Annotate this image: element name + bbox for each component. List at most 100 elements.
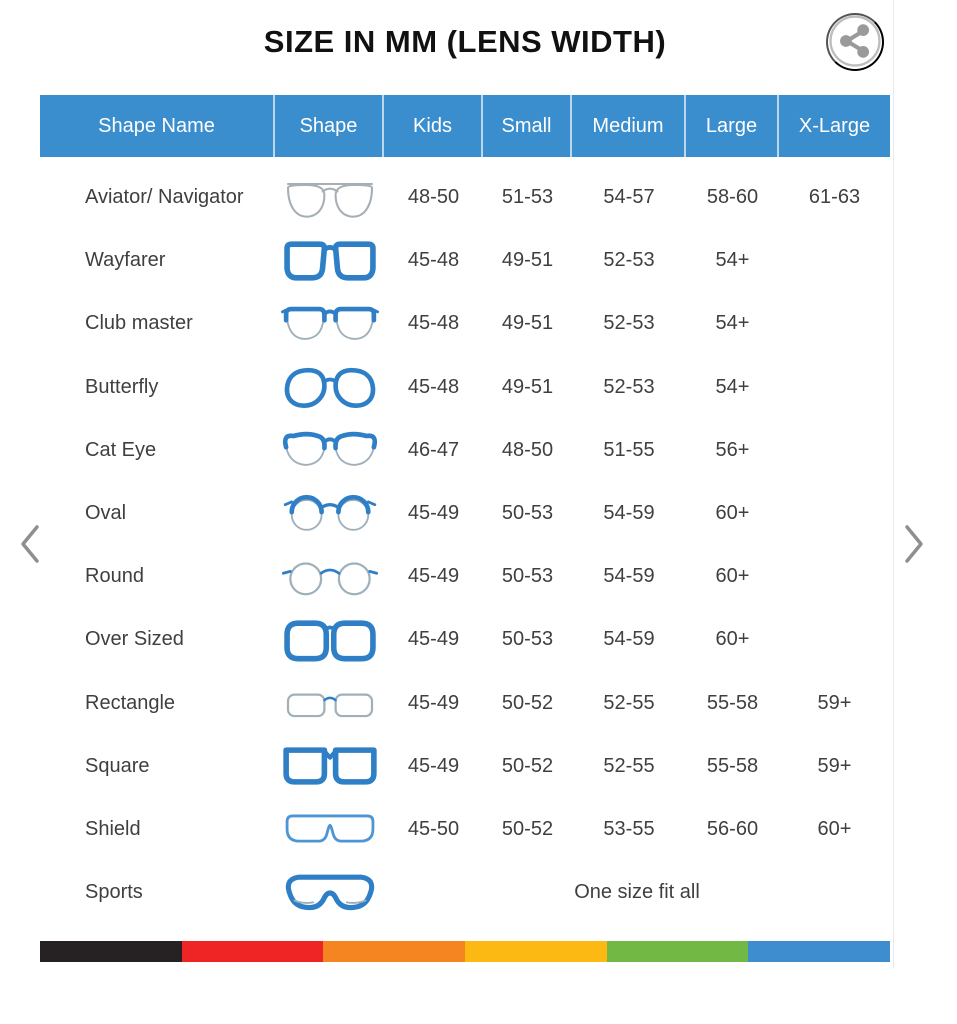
share-icon	[826, 12, 884, 73]
table-row: Round 45-49 50-53 54-59 60+	[40, 545, 890, 608]
clubmaster-glasses-icon	[275, 296, 384, 352]
cell-kids: 48-50	[407, 186, 460, 209]
butterfly-glasses-icon	[275, 359, 384, 415]
cell-large: 54+	[715, 249, 750, 272]
stripe-segment	[181, 941, 324, 962]
cell-small: 48-50	[501, 438, 554, 461]
cell-xlarge: 61-63	[808, 186, 861, 209]
cell-small: 50-53	[501, 565, 554, 588]
stripe-segment	[465, 941, 607, 962]
table-body: Aviator/ Navigator 48-50 51-53 54-57 58-…	[40, 166, 890, 924]
cell-xlarge: 59+	[817, 691, 852, 714]
oversized-glasses-icon	[275, 612, 384, 668]
stripe-segment	[748, 941, 891, 962]
cell-medium: 52-55	[603, 754, 655, 777]
cell-large: 56+	[715, 438, 750, 461]
table-row: Wayfarer 45-48 49-51 52-53 54+	[40, 229, 890, 292]
cell-small: 50-53	[501, 628, 554, 651]
cell-small: 50-52	[501, 754, 554, 777]
row-label: Wayfarer	[85, 249, 166, 272]
stripe-segment	[323, 941, 466, 962]
row-label: Club master	[85, 312, 193, 335]
cell-medium: 54-57	[603, 186, 655, 209]
stripe-segment	[40, 941, 182, 962]
cell-medium: 54-59	[603, 565, 655, 588]
cell-xlarge: 60+	[817, 817, 852, 840]
table-row: Aviator/ Navigator 48-50 51-53 54-57 58-…	[40, 166, 890, 229]
header-small: Small	[483, 95, 572, 157]
header-large: Large	[686, 95, 779, 157]
cell-small: 49-51	[501, 312, 554, 335]
table-row: Oval 45-49 50-53 54-59 60+	[40, 482, 890, 545]
shield-glasses-icon	[275, 801, 384, 857]
table-row: Over Sized 45-49 50-53 54-59 60+	[40, 608, 890, 671]
one-size-note: One size fit all	[574, 881, 700, 904]
cell-small: 50-52	[501, 817, 554, 840]
row-label: Square	[85, 754, 150, 777]
sports-glasses-icon	[275, 865, 384, 921]
cell-large: 55-58	[706, 691, 759, 714]
header-kids: Kids	[384, 95, 483, 157]
row-label: Aviator/ Navigator	[85, 186, 244, 209]
cell-kids: 45-50	[407, 817, 460, 840]
share-button[interactable]	[826, 13, 884, 71]
rectangle-glasses-icon	[275, 675, 384, 731]
table-row: Club master 45-48 49-51 52-53 54+	[40, 292, 890, 355]
cell-kids: 45-49	[407, 502, 460, 525]
table-row: Rectangle 45-49 50-52 52-55 55-58 59+	[40, 672, 890, 735]
next-image-button[interactable]	[896, 519, 932, 571]
cell-kids: 45-49	[407, 565, 460, 588]
cateye-glasses-icon	[275, 422, 384, 478]
cell-small: 50-52	[501, 691, 554, 714]
row-label: Oval	[85, 502, 127, 525]
row-label: Sports	[85, 881, 143, 904]
square-glasses-icon	[275, 738, 384, 794]
round-glasses-icon	[275, 549, 384, 605]
row-label: Over Sized	[85, 628, 184, 651]
cell-large: 54+	[715, 312, 750, 335]
table-header: Shape Name Shape Kids Small Medium Large…	[40, 95, 890, 157]
table-row: Cat Eye 46-47 48-50 51-55 56+	[40, 419, 890, 482]
cell-medium: 54-59	[603, 628, 655, 651]
row-label: Shield	[85, 817, 141, 840]
row-label: Butterfly	[85, 375, 159, 398]
header-medium: Medium	[572, 95, 686, 157]
cell-medium: 53-55	[603, 817, 655, 840]
aviator-glasses-icon	[275, 170, 384, 226]
cell-kids: 46-47	[407, 438, 460, 461]
chevron-right-icon	[899, 525, 929, 572]
cell-kids: 45-48	[407, 375, 460, 398]
table-row: Square 45-49 50-52 52-55 55-58 59+	[40, 735, 890, 798]
previous-image-button[interactable]	[12, 519, 48, 571]
cell-medium: 52-53	[603, 375, 655, 398]
cell-small: 49-51	[501, 375, 554, 398]
row-label: Cat Eye	[85, 438, 157, 461]
cell-medium: 51-55	[603, 438, 655, 461]
oval-glasses-icon	[275, 486, 384, 542]
cell-kids: 45-49	[407, 628, 460, 651]
cell-kids: 45-49	[407, 754, 460, 777]
header-shape-name: Shape Name	[40, 95, 275, 157]
cell-large: 60+	[715, 565, 750, 588]
cell-large: 55-58	[706, 754, 759, 777]
card-edge-divider	[893, 0, 894, 968]
cell-large: 60+	[715, 628, 750, 651]
cell-kids: 45-48	[407, 312, 460, 335]
header-shape: Shape	[275, 95, 384, 157]
cell-large: 56-60	[706, 817, 759, 840]
cell-medium: 54-59	[603, 502, 655, 525]
brand-color-stripe	[40, 941, 891, 962]
cell-small: 50-53	[501, 502, 554, 525]
stripe-segment	[606, 941, 749, 962]
cell-medium: 52-55	[603, 691, 655, 714]
cell-xlarge: 59+	[817, 754, 852, 777]
cell-large: 54+	[715, 375, 750, 398]
cell-kids: 45-49	[407, 691, 460, 714]
cell-kids: 45-48	[407, 249, 460, 272]
chevron-left-icon	[15, 525, 45, 572]
row-label: Round	[85, 565, 144, 588]
cell-large: 60+	[715, 502, 750, 525]
table-row: Shield 45-50 50-52 53-55 56-60 60+	[40, 798, 890, 861]
table-row: Sports One size fit all	[40, 861, 890, 924]
